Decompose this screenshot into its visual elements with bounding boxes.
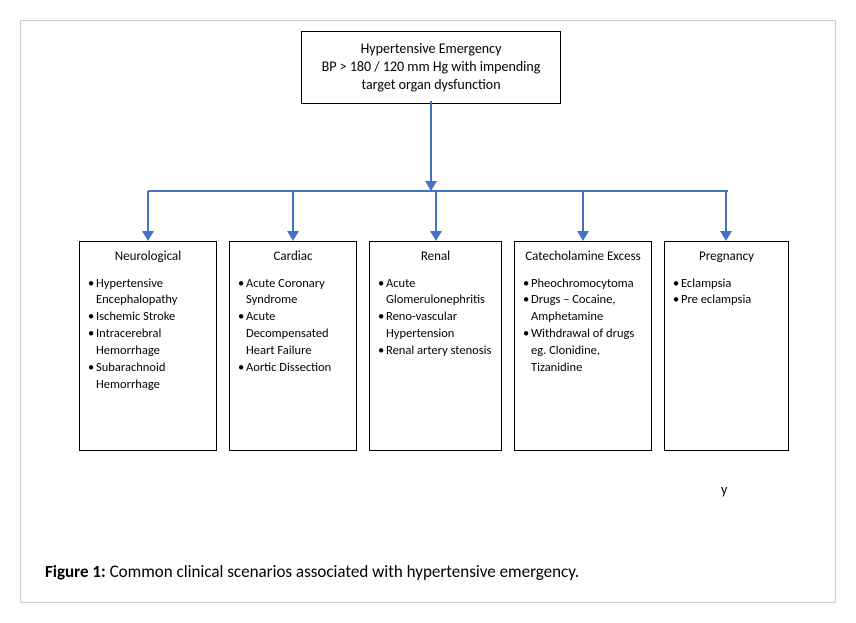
- child-item: Subarachnoid Hemorrhage: [88, 360, 208, 394]
- child-item: Acute Decompensated Heart Failure: [238, 309, 348, 360]
- child-title: Catecholamine Excess: [523, 248, 643, 266]
- connector-line: [435, 191, 437, 231]
- child-item: Eclampsia: [673, 276, 780, 293]
- child-item: Drugs – Cocaine, Amphetamine: [523, 292, 643, 326]
- child-item: Hypertensive Encephalopathy: [88, 276, 208, 310]
- arrow-head-icon: [720, 231, 732, 241]
- child-node: Renal Acute GlomerulonephritisReno-vascul…: [369, 241, 502, 451]
- arrow-head-icon: [142, 231, 154, 241]
- child-title: Renal: [378, 248, 493, 266]
- child-item: Acute Coronary Syndrome: [238, 276, 348, 310]
- connector-line: [148, 190, 728, 192]
- child-node: Pregnancy EclampsiaPre eclampsia: [664, 241, 789, 451]
- connector-line: [582, 191, 584, 231]
- figure-container: Hypertensive Emergency BP > 180 / 120 mm…: [20, 20, 836, 603]
- connector-line: [430, 101, 432, 191]
- child-item: Reno-vascular Hypertension: [378, 309, 493, 343]
- child-item-list: Acute Coronary SyndromeAcute Decompensat…: [238, 276, 348, 377]
- connector-line: [725, 191, 727, 231]
- child-item: Ischemic Stroke: [88, 309, 208, 326]
- child-item: Withdrawal of drugs eg. Clonidine, Tizan…: [523, 326, 643, 377]
- arrow-head-icon: [287, 231, 299, 241]
- figure-caption: Figure 1: Common clinical scenarios asso…: [45, 561, 811, 584]
- child-item: Acute Glomerulonephritis: [378, 276, 493, 310]
- root-node: Hypertensive Emergency BP > 180 / 120 mm…: [301, 31, 561, 104]
- child-item: Intracerebral Hemorrhage: [88, 326, 208, 360]
- connector-line: [292, 191, 294, 231]
- root-line2: BP > 180 / 120 mm Hg with impending: [314, 58, 548, 76]
- arrow-head-icon: [430, 231, 442, 241]
- caption-text: Common clinical scenarios associated wit…: [110, 561, 579, 582]
- child-item: Aortic Dissection: [238, 360, 348, 377]
- child-item-list: Acute GlomerulonephritisReno-vascular Hy…: [378, 276, 493, 360]
- child-node: Catecholamine Excess PheochromocytomaDrug…: [514, 241, 652, 451]
- child-item: Renal artery stenosis: [378, 343, 493, 360]
- stray-character: y: [721, 481, 727, 498]
- child-item-list: EclampsiaPre eclampsia: [673, 276, 780, 310]
- caption-label: Figure 1:: [45, 561, 106, 582]
- child-item: Pre eclampsia: [673, 292, 780, 309]
- child-title: Neurological: [88, 248, 208, 266]
- child-title: Cardiac: [238, 248, 348, 266]
- child-node: Cardiac Acute Coronary SyndromeAcute Deco…: [229, 241, 357, 451]
- child-item-list: Hypertensive EncephalopathyIschemic Stro…: [88, 276, 208, 394]
- arrow-head-icon: [577, 231, 589, 241]
- child-node: NeurologicalHypertensive EncephalopathyI…: [79, 241, 217, 451]
- root-line1: Hypertensive Emergency: [314, 40, 548, 58]
- root-line3: target organ dysfunction: [314, 76, 548, 94]
- arrow-head-icon: [425, 181, 437, 191]
- connector-line: [147, 191, 149, 231]
- child-item-list: PheochromocytomaDrugs – Cocaine, Ampheta…: [523, 276, 643, 377]
- child-title: Pregnancy: [673, 248, 780, 266]
- child-item: Pheochromocytoma: [523, 276, 643, 293]
